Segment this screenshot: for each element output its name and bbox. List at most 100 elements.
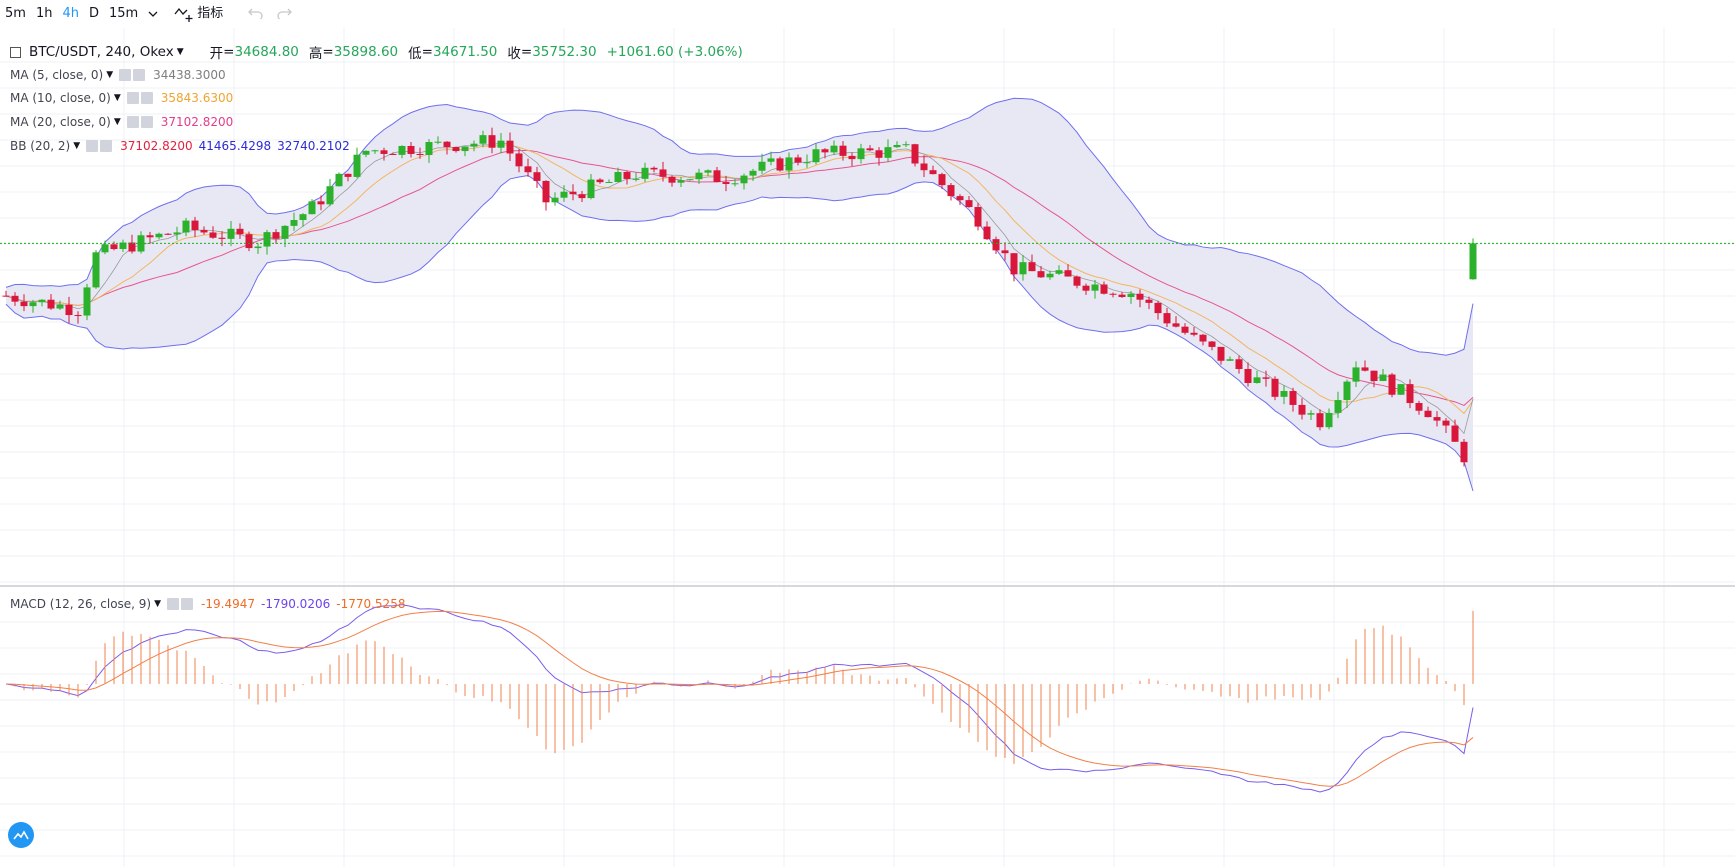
candle-body xyxy=(947,185,955,197)
candle-body xyxy=(488,135,496,148)
chevron-down-icon[interactable]: ▼ xyxy=(73,141,81,151)
candle-body xyxy=(92,252,100,288)
candle-body xyxy=(569,191,577,195)
candle-body xyxy=(245,234,253,249)
candle-body xyxy=(443,141,451,148)
candle-body xyxy=(452,147,460,152)
candle-body xyxy=(1154,302,1162,314)
candle-body xyxy=(713,170,721,183)
candle-body xyxy=(524,166,532,173)
chevron-down-icon[interactable]: ▼ xyxy=(176,47,184,57)
logo-icon[interactable] xyxy=(8,822,34,848)
close-icon[interactable] xyxy=(140,116,153,128)
candle-body xyxy=(1127,293,1135,297)
interval-dropdown[interactable] xyxy=(143,11,163,18)
candle-body xyxy=(758,161,766,171)
chevron-down-icon[interactable]: ▼ xyxy=(113,117,121,127)
candle-body xyxy=(1244,368,1252,383)
candle-body xyxy=(1451,425,1459,442)
settings-icon[interactable] xyxy=(86,140,99,152)
chevron-down-icon[interactable]: ▼ xyxy=(154,599,162,609)
candle-body xyxy=(1217,346,1225,361)
candle-body xyxy=(956,196,964,201)
candle-body xyxy=(254,246,262,249)
indicators-icon xyxy=(174,7,193,22)
candle-body xyxy=(335,173,343,187)
candle-body xyxy=(803,162,811,164)
candle-body xyxy=(1280,391,1288,397)
bb-legend: BB (20, 2) ▼ 37102.8200 41465.4298 32740.… xyxy=(10,139,350,153)
candle-body xyxy=(1073,276,1081,286)
interval-15m[interactable]: 15m xyxy=(108,6,139,21)
candle-body xyxy=(1136,293,1144,300)
close-icon[interactable] xyxy=(100,140,113,152)
ma20-name[interactable]: MA (20, close, 0) xyxy=(10,115,111,129)
candle-body xyxy=(1019,262,1027,275)
candle-body xyxy=(1172,323,1180,327)
settings-icon[interactable] xyxy=(167,598,180,610)
interval-1h[interactable]: 1h xyxy=(35,6,53,21)
candle-body xyxy=(362,150,370,155)
candle-body xyxy=(587,179,595,199)
candle-body xyxy=(1442,420,1450,426)
candle-body xyxy=(596,179,604,183)
candle-body xyxy=(128,242,136,252)
candle-body xyxy=(767,158,775,162)
ma20-legend: MA (20, close, 0) ▼ 37102.8200 xyxy=(10,115,233,129)
candle-body xyxy=(326,186,334,205)
macd-name[interactable]: MACD (12, 26, close, 9) xyxy=(10,597,152,611)
candle-body xyxy=(1388,374,1396,395)
settings-icon[interactable] xyxy=(126,116,139,128)
candle-body xyxy=(497,140,505,148)
close-icon[interactable] xyxy=(133,69,146,81)
candle-body xyxy=(1370,370,1378,382)
candle-body xyxy=(1343,381,1351,401)
settings-icon[interactable] xyxy=(126,92,139,104)
candle-body xyxy=(1055,270,1063,274)
macd-hist-value: -19.4947 xyxy=(201,597,255,611)
candle-body xyxy=(1334,400,1342,413)
candle-body xyxy=(1208,341,1216,347)
interval-4h[interactable]: 4h xyxy=(62,6,79,21)
interval-d[interactable]: D xyxy=(88,6,99,21)
candle-body xyxy=(1298,404,1306,415)
settings-icon[interactable] xyxy=(119,69,132,81)
high-label: 高 xyxy=(308,46,323,62)
candle-body xyxy=(650,167,658,170)
chevron-down-icon[interactable]: ▼ xyxy=(106,70,114,80)
candle-body xyxy=(776,158,784,171)
undo-icon xyxy=(248,8,263,21)
symbol-title[interactable]: BTC/USDT, 240, Okex xyxy=(29,44,174,60)
close-eq: = xyxy=(520,44,533,60)
candle-body xyxy=(1361,367,1369,371)
undo-button[interactable] xyxy=(242,5,270,23)
ma10-name[interactable]: MA (10, close, 0) xyxy=(10,91,111,105)
candle-body xyxy=(1253,377,1261,383)
price-chart[interactable] xyxy=(0,28,1735,867)
candle-body xyxy=(731,183,739,185)
candle-body xyxy=(173,232,181,235)
collapse-toggle[interactable] xyxy=(10,46,21,58)
ma5-name[interactable]: MA (5, close, 0) xyxy=(10,68,104,82)
chevron-down-icon[interactable]: ▼ xyxy=(113,93,121,103)
close-icon[interactable] xyxy=(140,92,153,104)
close-icon[interactable] xyxy=(181,598,194,610)
candle-body xyxy=(830,145,838,153)
candle-body xyxy=(794,157,802,163)
redo-button[interactable] xyxy=(270,5,298,23)
bb-band-fill xyxy=(6,98,1473,492)
change-value: +1061.60 (+3.06%) xyxy=(606,44,743,60)
interval-5m[interactable]: 5m xyxy=(5,6,26,21)
candle-body xyxy=(290,220,298,226)
macd-signal-value: -1770.5258 xyxy=(336,597,406,611)
open-label: 开 xyxy=(209,46,224,62)
candle-body xyxy=(821,149,829,153)
candle-body xyxy=(281,225,289,239)
candle-body xyxy=(506,140,514,154)
candle-body xyxy=(389,153,397,155)
macd-legend: MACD (12, 26, close, 9) ▼ -19.4947 -1790.… xyxy=(10,597,405,611)
indicators-button[interactable]: 指标 xyxy=(169,0,228,28)
candle-body xyxy=(785,157,793,171)
candle-body xyxy=(677,180,685,183)
bb-name[interactable]: BB (20, 2) xyxy=(10,139,71,153)
